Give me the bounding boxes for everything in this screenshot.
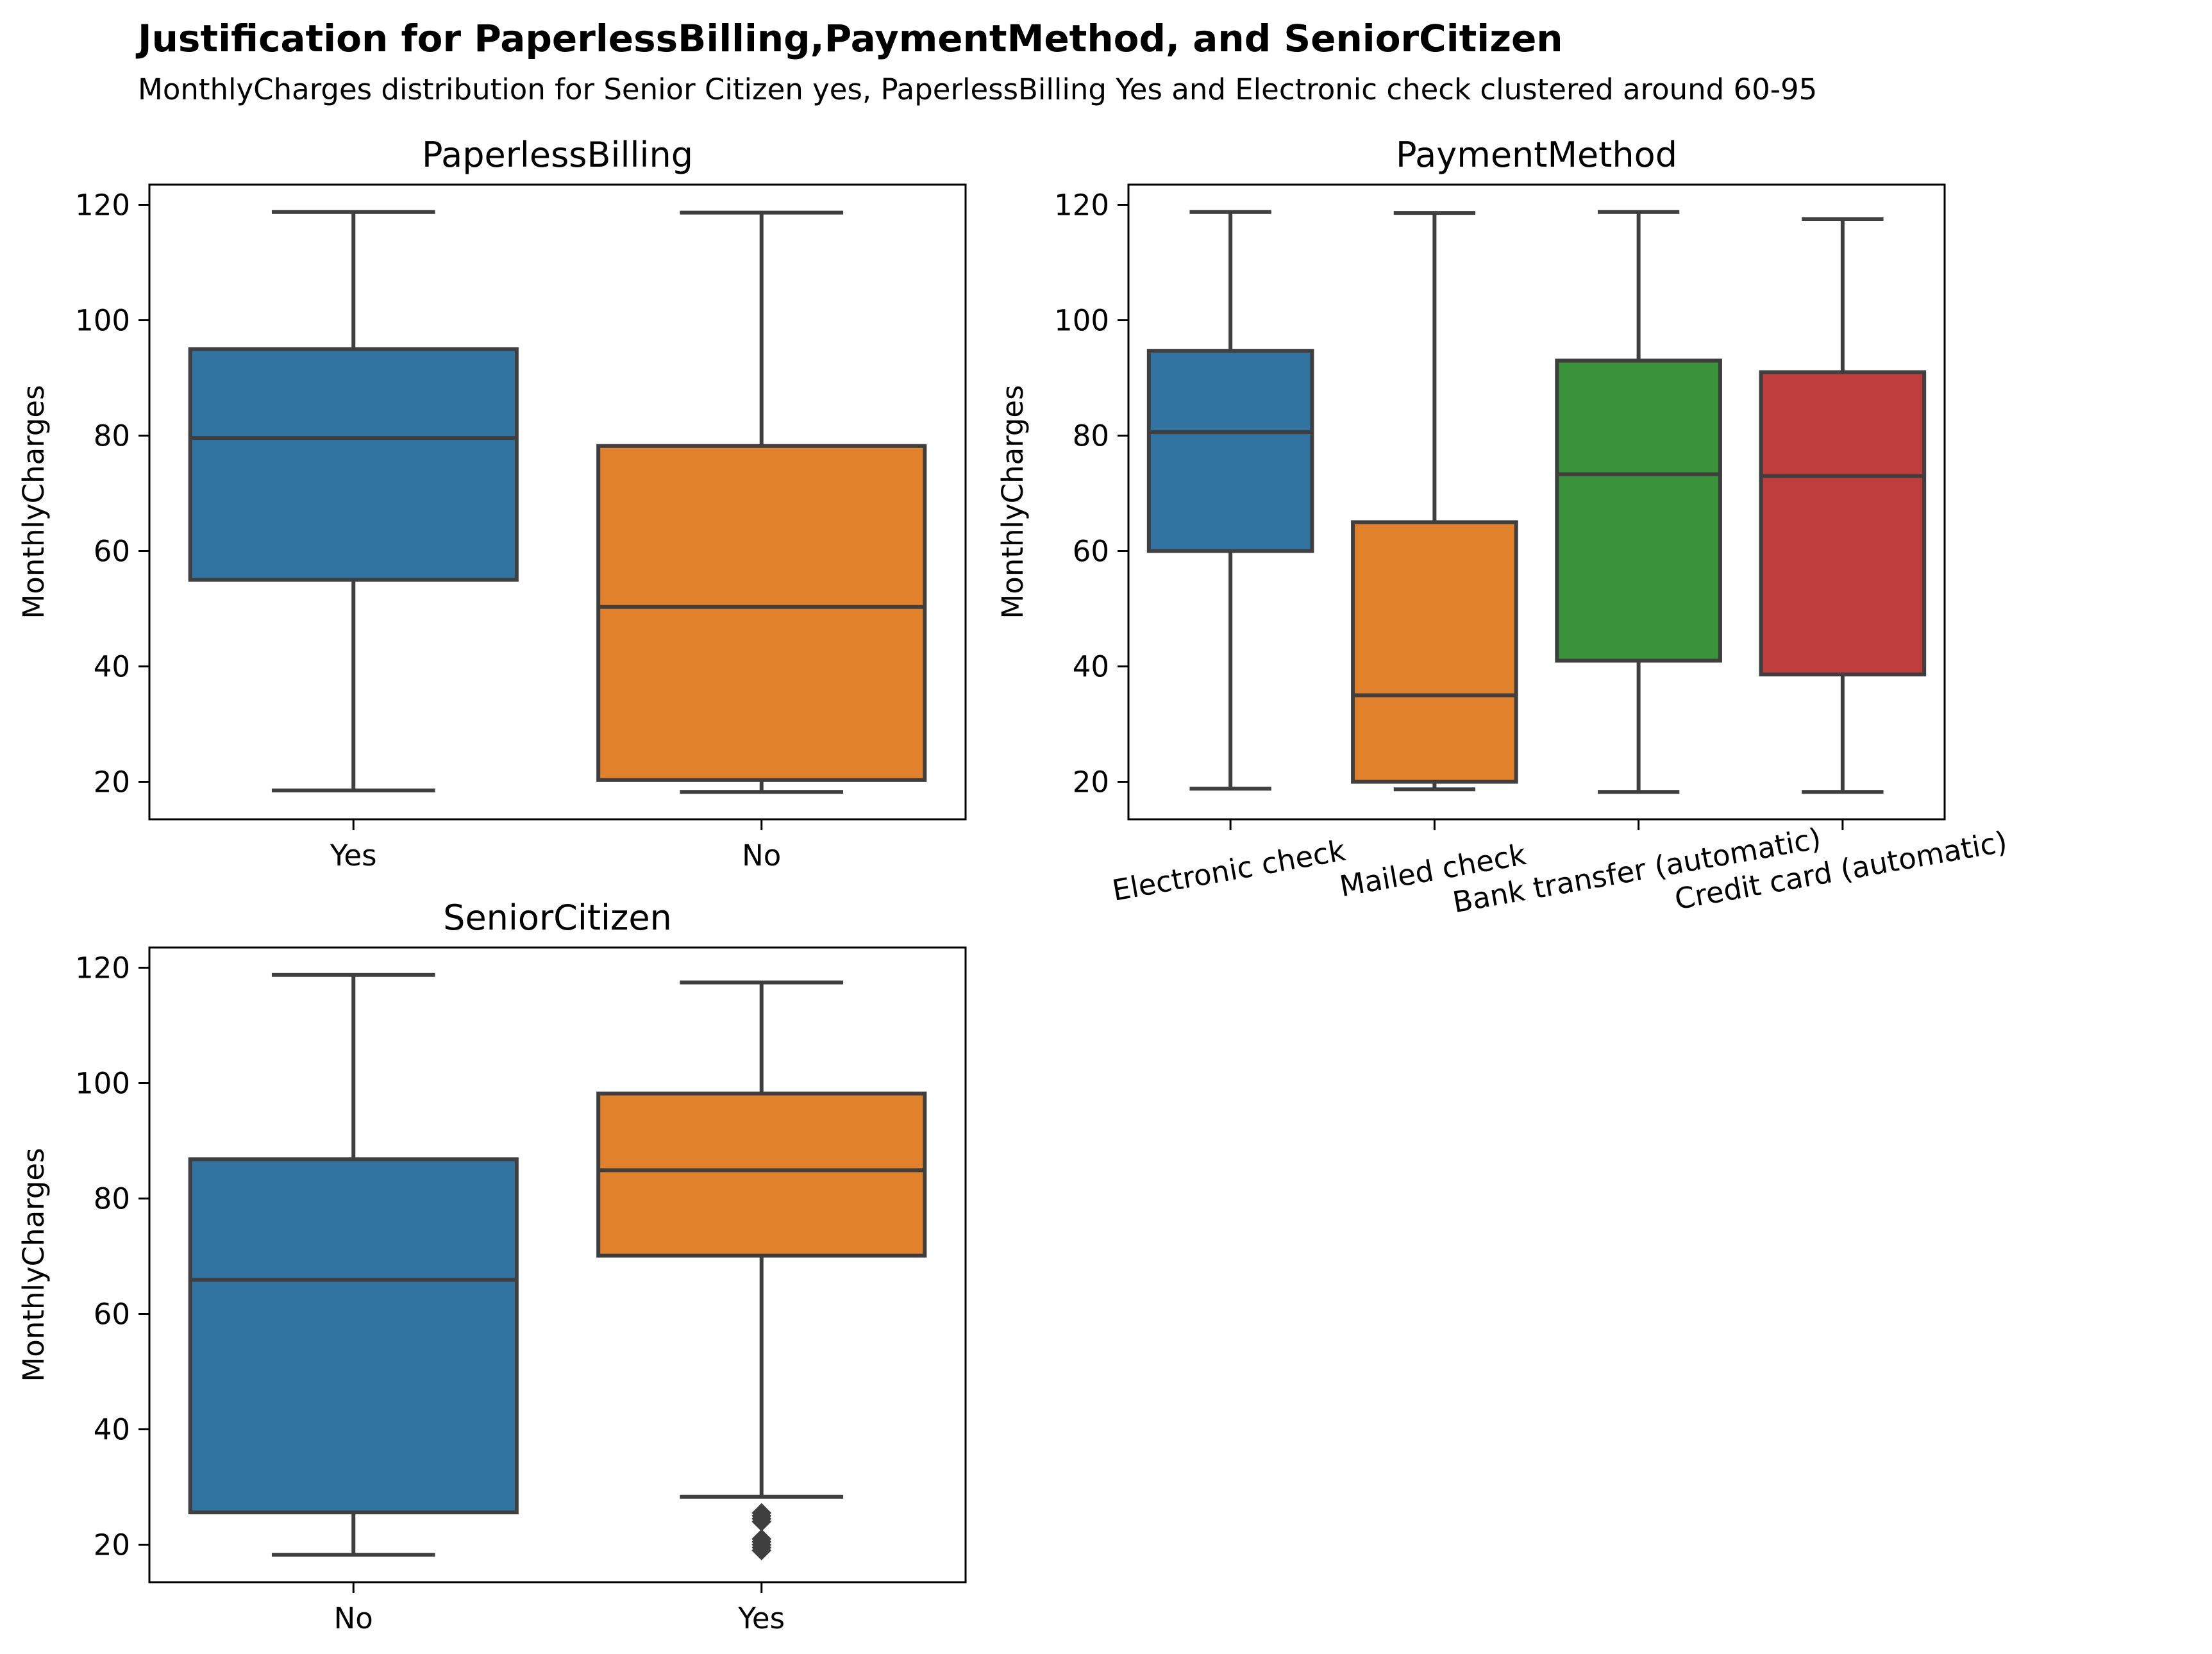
y-tick-label: 100 (75, 1067, 130, 1101)
box-mailed-check (1351, 211, 1518, 792)
y-tick-label: 60 (1073, 535, 1109, 569)
y-tick-label: 20 (1073, 765, 1109, 799)
x-tick-label: Electronic check (1110, 833, 1348, 908)
iqr-box (1351, 520, 1518, 784)
y-tick-label: 100 (75, 304, 130, 338)
x-tick-label: No (334, 1601, 373, 1635)
y-tick-label: 120 (75, 188, 130, 222)
y-tick-label: 120 (1054, 188, 1109, 222)
plot-frame (148, 183, 967, 821)
iqr-box (596, 444, 927, 782)
x-tick-label: Yes (737, 1601, 785, 1635)
y-tick-label: 20 (94, 765, 130, 799)
y-tick-label: 40 (94, 1413, 130, 1447)
box-no (188, 973, 519, 1557)
x-tick-label: No (742, 839, 781, 873)
subplot-1: PaymentMethod MonthlyCharges 20 40 60 80 100 12… (996, 135, 2009, 919)
subplot-0: PaperlessBilling MonthlyCharges 20 40 60 80 10… (17, 135, 967, 873)
plot-frame (148, 946, 967, 1583)
subplots: PaperlessBilling MonthlyCharges 20 40 60 80 10… (17, 135, 2009, 1635)
plot-frame (1127, 183, 1946, 821)
y-tick-label: 80 (94, 1182, 130, 1216)
iqr-box (1146, 349, 1314, 553)
box-no (596, 210, 927, 794)
y-tick-label: 60 (94, 1298, 130, 1332)
iqr-box (1555, 358, 1722, 663)
outlier-marker (751, 1503, 772, 1523)
x-tick-label: Yes (330, 839, 377, 873)
box-yes (188, 210, 519, 792)
box-credit-card-automatic- (1759, 217, 1927, 794)
y-tick-label: 60 (94, 535, 130, 569)
box-electronic-check (1146, 210, 1314, 791)
iqr-box (188, 1157, 519, 1515)
y-tick-label: 40 (94, 650, 130, 684)
subplot-title: PaymentMethod (1396, 135, 1677, 175)
iqr-box (1759, 370, 1927, 677)
y-tick-label: 120 (75, 951, 130, 985)
iqr-box (596, 1091, 927, 1258)
subplot-title: SeniorCitizen (443, 898, 672, 938)
figure-subtitle: MonthlyCharges distribution for Senior C… (138, 72, 1817, 106)
y-axis-label: MonthlyCharges (17, 1148, 51, 1382)
outlier-marker (751, 1529, 772, 1549)
box-bank-transfer-automatic- (1555, 210, 1722, 794)
figure-title: Justification for PaperlessBilling,Payme… (135, 17, 1563, 60)
y-axis-label: MonthlyCharges (996, 385, 1030, 619)
subplot-title: PaperlessBilling (422, 135, 693, 175)
iqr-box (188, 347, 519, 582)
subplot-2: SeniorCitizen MonthlyCharges 20 40 60 80 100 12… (17, 898, 967, 1635)
y-axis-label: MonthlyCharges (17, 385, 51, 619)
box-yes (596, 980, 927, 1560)
y-tick-label: 40 (1073, 650, 1109, 684)
y-tick-label: 100 (1054, 304, 1109, 338)
y-tick-label: 80 (94, 419, 130, 453)
y-tick-label: 80 (1073, 419, 1109, 453)
y-tick-label: 20 (94, 1528, 130, 1562)
